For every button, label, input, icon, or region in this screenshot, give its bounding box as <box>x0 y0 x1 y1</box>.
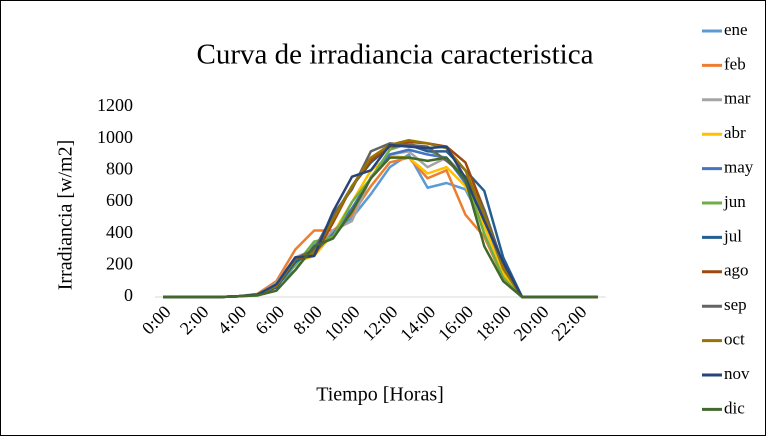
legend-label: nov <box>724 364 750 383</box>
y-tick-label: 1000 <box>97 127 133 147</box>
y-tick-label: 200 <box>106 253 133 273</box>
legend-label: jul <box>723 226 742 245</box>
y-tick-label: 600 <box>106 190 133 210</box>
y-axis-title: Irradiancia [w/m2] <box>55 140 77 290</box>
legend-label: jun <box>723 192 746 211</box>
legend-label: ago <box>724 261 749 280</box>
series-line <box>163 156 598 299</box>
legend-label: ene <box>724 20 748 39</box>
chart-title: Curva de irradiancia caracteristica <box>197 39 594 71</box>
legend-label: abr <box>724 123 746 142</box>
legend-label: oct <box>724 330 745 349</box>
legend-label: sep <box>724 295 747 314</box>
y-tick-label: 1200 <box>97 95 133 115</box>
y-tick-label: 0 <box>124 285 133 305</box>
y-tick-label: 800 <box>106 158 133 178</box>
legend-label: mar <box>724 89 751 108</box>
legend-label: may <box>724 158 754 177</box>
legend-label: dic <box>724 398 745 417</box>
x-axis-title: Tiempo [Horas] <box>316 384 444 406</box>
legend-label: feb <box>724 54 746 73</box>
y-tick-label: 400 <box>106 222 133 242</box>
